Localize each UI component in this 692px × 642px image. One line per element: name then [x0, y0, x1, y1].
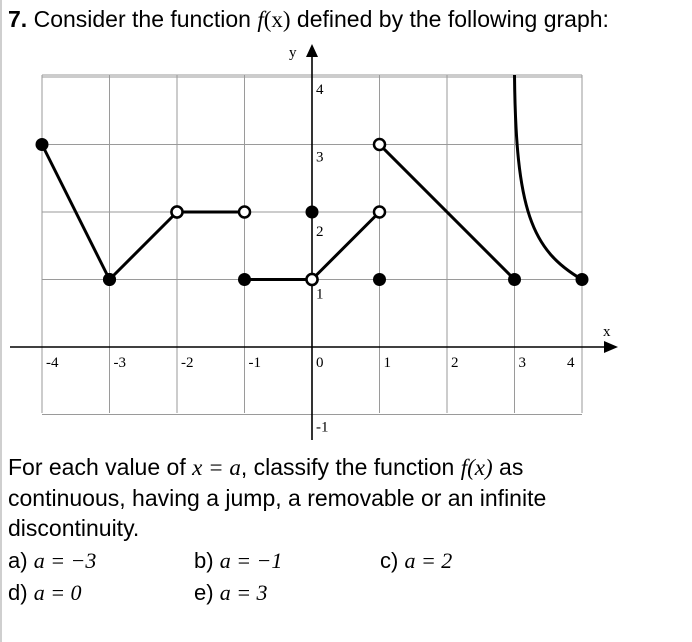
open-point [372, 137, 387, 152]
closed-point [238, 273, 251, 286]
graph-segment [40, 143, 111, 281]
choice-b: b) a = −1 [194, 548, 282, 574]
closed-point [575, 273, 589, 286]
y-tick-label: 3 [316, 150, 324, 166]
choice-label: d) [8, 580, 28, 605]
y-tick-label: -1 [316, 420, 329, 436]
choice-value: a = 0 [33, 580, 82, 605]
choice-label: b) [194, 548, 214, 573]
question-text-after: defined by the following graph: [290, 6, 609, 32]
x-tick-label: -4 [46, 355, 59, 371]
x-tick-label: -2 [181, 355, 194, 371]
open-point [170, 205, 184, 219]
function-name: f [257, 7, 264, 32]
choice-a: a) a = −3 [8, 548, 96, 574]
prompt-line1-mid: , classify the function [240, 454, 461, 480]
closed-point [373, 273, 386, 286]
tick-labels: -4 -3 -2 -1 0 1 2 3 4 4 3 2 1 -1 [46, 82, 575, 436]
x-tick-label: -1 [249, 355, 262, 371]
open-point [237, 205, 252, 219]
x-tick-label: 3 [519, 355, 527, 371]
function-arg: (x) [263, 7, 291, 32]
prompt-line2: continuous, having a jump, a removable o… [8, 485, 547, 511]
graph-segment [108, 210, 179, 281]
choice-value: a = −3 [33, 548, 97, 573]
choice-label: c) [380, 548, 399, 573]
choice-d: d) a = 0 [8, 580, 82, 606]
y-axis-arrow [306, 44, 318, 57]
prompt-line1-before: For each value of [8, 454, 193, 480]
x-tick-label: -3 [114, 355, 127, 371]
plot-lines [40, 74, 583, 281]
choice-c: c) a = 2 [380, 548, 452, 574]
x-tick-label: 2 [451, 355, 459, 371]
closed-point [508, 273, 521, 286]
x-tick-label: 1 [384, 355, 392, 371]
question-title: 7. Consider the function f(x) defined by… [8, 6, 609, 33]
prompt-func: f(x) [460, 455, 493, 480]
choice-label: e) [194, 580, 214, 605]
closed-point [103, 273, 116, 286]
choice-e: e) a = 3 [194, 580, 268, 606]
x-tick-label: 4 [567, 355, 575, 371]
prompt-line3: discontinuity. [8, 515, 140, 541]
y-tick-label: 1 [316, 287, 324, 303]
y-tick-label: 2 [316, 224, 324, 240]
graph-segment [378, 143, 516, 281]
y-axis-label: y [289, 45, 297, 61]
plot-points [35, 137, 589, 287]
choice-value: a = −1 [219, 548, 283, 573]
graph-segment [310, 210, 381, 281]
question-number: 7. [8, 6, 28, 32]
question-text-before: Consider the function [27, 6, 258, 32]
x-axis-arrow [604, 341, 618, 353]
open-point [305, 272, 319, 287]
closed-point [35, 138, 49, 151]
graph-curve [513, 74, 583, 281]
prompt: For each value of x = a, classify the fu… [8, 452, 658, 543]
prompt-line1-after: as [492, 454, 524, 480]
choice-value: a = 2 [404, 548, 453, 573]
y-tick-label: 4 [316, 82, 324, 98]
x-tick-label: 0 [316, 355, 324, 371]
prompt-math: x = a [192, 455, 241, 480]
choice-value: a = 3 [219, 580, 268, 605]
axes: xy [10, 44, 618, 440]
closed-point [305, 205, 319, 219]
choice-label: a) [8, 548, 28, 573]
left-border [0, 0, 2, 642]
open-point [372, 205, 387, 219]
x-axis-label: x [603, 324, 611, 340]
